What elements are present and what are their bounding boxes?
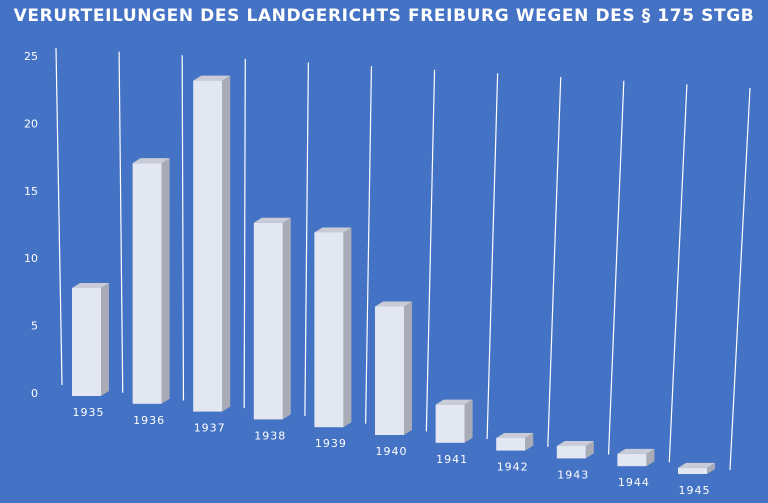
bar-top bbox=[678, 462, 715, 468]
bar-top bbox=[72, 283, 109, 288]
grid-line bbox=[729, 87, 751, 471]
grid-line bbox=[118, 51, 124, 393]
bar bbox=[314, 232, 344, 428]
y-tick-label: 25 bbox=[24, 50, 38, 63]
y-tick-label: 5 bbox=[31, 320, 38, 333]
y-tick-label: 20 bbox=[24, 117, 38, 130]
bar-top bbox=[375, 301, 412, 307]
bar-top bbox=[193, 75, 231, 81]
bar-top bbox=[617, 448, 655, 454]
bar bbox=[678, 467, 707, 474]
bar bbox=[617, 453, 647, 467]
bar-side bbox=[101, 283, 109, 396]
bar bbox=[435, 404, 465, 443]
bar bbox=[193, 80, 223, 412]
bar bbox=[72, 288, 101, 396]
bar bbox=[556, 445, 586, 459]
bar-top bbox=[435, 399, 473, 405]
bar bbox=[132, 163, 162, 404]
grid-line bbox=[607, 80, 625, 455]
y-tick-label: 10 bbox=[24, 252, 38, 265]
bar-side bbox=[525, 433, 534, 451]
bar-side bbox=[222, 75, 231, 412]
grid-line bbox=[181, 55, 185, 401]
grid-line bbox=[243, 58, 246, 409]
x-tick-label: 1935 bbox=[73, 406, 105, 419]
bar-side bbox=[646, 448, 655, 467]
x-tick-label: 1936 bbox=[133, 414, 165, 427]
grid-line bbox=[486, 73, 499, 440]
bar-side bbox=[343, 227, 352, 428]
grid-line bbox=[304, 62, 309, 416]
chart-title: VERURTEILUNGEN DES LANDGERICHTS FREIBURG… bbox=[13, 6, 755, 26]
bar bbox=[375, 306, 404, 435]
bar-side bbox=[404, 301, 412, 435]
bar-side bbox=[585, 440, 594, 459]
bar-side bbox=[464, 399, 473, 443]
x-tick-label: 1945 bbox=[679, 484, 711, 497]
bar-top bbox=[253, 217, 291, 223]
bar-top bbox=[496, 433, 534, 439]
x-tick-label: 1940 bbox=[376, 445, 408, 458]
x-tick-label: 1943 bbox=[557, 468, 589, 481]
bar-top bbox=[132, 158, 170, 164]
x-tick-label: 1939 bbox=[315, 437, 347, 450]
grid-line bbox=[668, 84, 688, 463]
x-tick-label: 1942 bbox=[497, 461, 529, 474]
bar-top bbox=[556, 440, 594, 446]
x-tick-label: 1937 bbox=[194, 422, 226, 435]
bar-side bbox=[161, 158, 170, 404]
x-tick-label: 1944 bbox=[618, 476, 650, 489]
bar-top bbox=[314, 227, 352, 233]
grid-line bbox=[55, 47, 63, 386]
y-tick-label: 15 bbox=[24, 185, 38, 198]
grid-line bbox=[547, 77, 562, 447]
bar-side bbox=[707, 462, 715, 474]
x-tick-label: 1941 bbox=[436, 453, 468, 466]
bar bbox=[496, 438, 526, 451]
grid-line bbox=[425, 69, 436, 432]
grid-line bbox=[365, 66, 373, 424]
y-tick-label: 0 bbox=[31, 387, 38, 400]
bar bbox=[253, 222, 283, 420]
x-tick-label: 1938 bbox=[254, 429, 286, 442]
bar-side bbox=[282, 217, 291, 420]
